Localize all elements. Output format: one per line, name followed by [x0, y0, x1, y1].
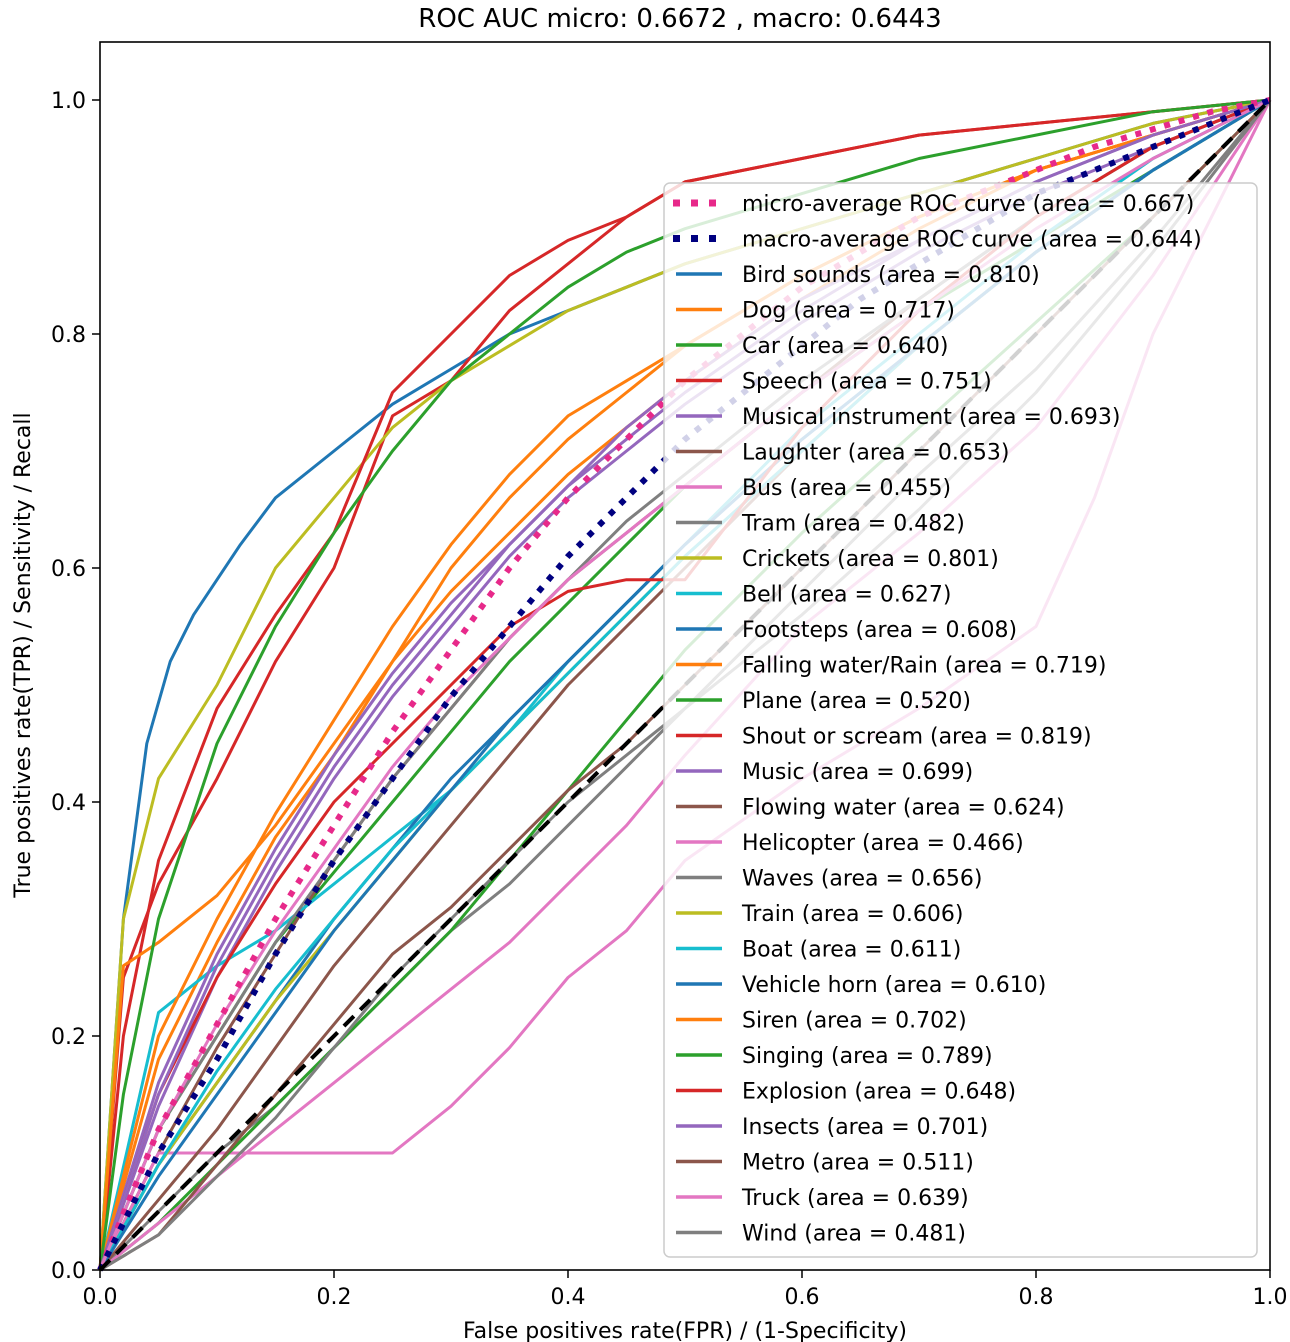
- legend-label: Music (area = 0.699): [742, 760, 973, 785]
- legend-label: Shout or scream (area = 0.819): [742, 725, 1092, 750]
- x-tick-label: 0.2: [317, 1285, 352, 1310]
- legend-label: Bell (area = 0.627): [742, 583, 951, 608]
- legend-label: Musical instrument (area = 0.693): [742, 405, 1120, 430]
- legend-label: Insects (area = 0.701): [742, 1115, 988, 1140]
- y-tick-label: 0.0: [51, 1259, 86, 1284]
- x-tick-label: 1.0: [1253, 1285, 1288, 1310]
- y-tick-label: 0.8: [51, 323, 86, 348]
- x-tick-label: 0.0: [83, 1285, 118, 1310]
- x-tick-label: 0.6: [785, 1285, 820, 1310]
- legend-label: Siren (area = 0.702): [742, 1009, 967, 1034]
- legend-label: micro-average ROC curve (area = 0.667): [742, 192, 1194, 217]
- roc-curve-singing: [98, 98, 1271, 1271]
- legend: micro-average ROC curve (area = 0.667) ma…: [663, 182, 1258, 1258]
- x-axis-label: False positives rate(FPR) / (1-Specifici…: [463, 1319, 907, 1342]
- plot-frame: [99, 41, 1271, 1271]
- legend-label: Footsteps (area = 0.608): [742, 618, 1017, 643]
- y-tick-label: 0.4: [51, 791, 86, 816]
- roc-curve-crickets: [98, 98, 1271, 1271]
- legend-label: Wind (area = 0.481): [742, 1222, 966, 1247]
- legend-label: Laughter (area = 0.653): [742, 441, 1009, 466]
- roc-curve-shout-or-scream: [98, 98, 1271, 1271]
- x-tick-label: 0.4: [551, 1285, 586, 1310]
- legend-label: Plane (area = 0.520): [742, 689, 971, 714]
- legend-label: Falling water/Rain (area = 0.719): [742, 654, 1106, 679]
- legend-label: macro-average ROC curve (area = 0.644): [742, 228, 1202, 253]
- legend-label: Flowing water (area = 0.624): [742, 796, 1065, 821]
- legend-label: Singing (area = 0.789): [742, 1044, 993, 1069]
- legend-label: Vehicle horn (area = 0.610): [742, 973, 1046, 998]
- y-tick-label: 0.6: [51, 557, 86, 582]
- legend-box: [663, 182, 1258, 1258]
- legend-label: Metro (area = 0.511): [742, 1151, 974, 1176]
- legend-label: Waves (area = 0.656): [742, 867, 982, 892]
- legend-label: Tram (area = 0.482): [741, 512, 965, 537]
- legend-label: Crickets (area = 0.801): [742, 547, 999, 572]
- legend-label: Bird sounds (area = 0.810): [742, 263, 1040, 288]
- legend-label: Train (area = 0.606): [741, 902, 963, 927]
- legend-label: Dog (area = 0.717): [742, 299, 955, 324]
- legend-label: Boat (area = 0.611): [742, 938, 961, 963]
- y-tick-label: 0.2: [51, 1025, 86, 1050]
- axis-ticks: 0.0 0.2 0.4 0.6 0.8 1.0 0.0 0.2 0.4 0.6 0.8 1.0: [51, 89, 1288, 1310]
- legend-label: Explosion (area = 0.648): [742, 1080, 1016, 1105]
- legend-label: Helicopter (area = 0.466): [742, 831, 1024, 856]
- legend-label: Car (area = 0.640): [742, 334, 949, 359]
- x-tick-label: 0.8: [1019, 1285, 1054, 1310]
- legend-label: Truck (area = 0.639): [741, 1186, 969, 1211]
- chart-title: ROC AUC micro: 0.6672 , macro: 0.6443: [418, 4, 941, 34]
- y-axis-label: True positives rate(TPR) / Sensitivity /…: [11, 412, 36, 898]
- y-tick-label: 1.0: [51, 89, 86, 114]
- legend-label: Bus (area = 0.455): [742, 476, 951, 501]
- legend-label: Speech (area = 0.751): [742, 370, 992, 395]
